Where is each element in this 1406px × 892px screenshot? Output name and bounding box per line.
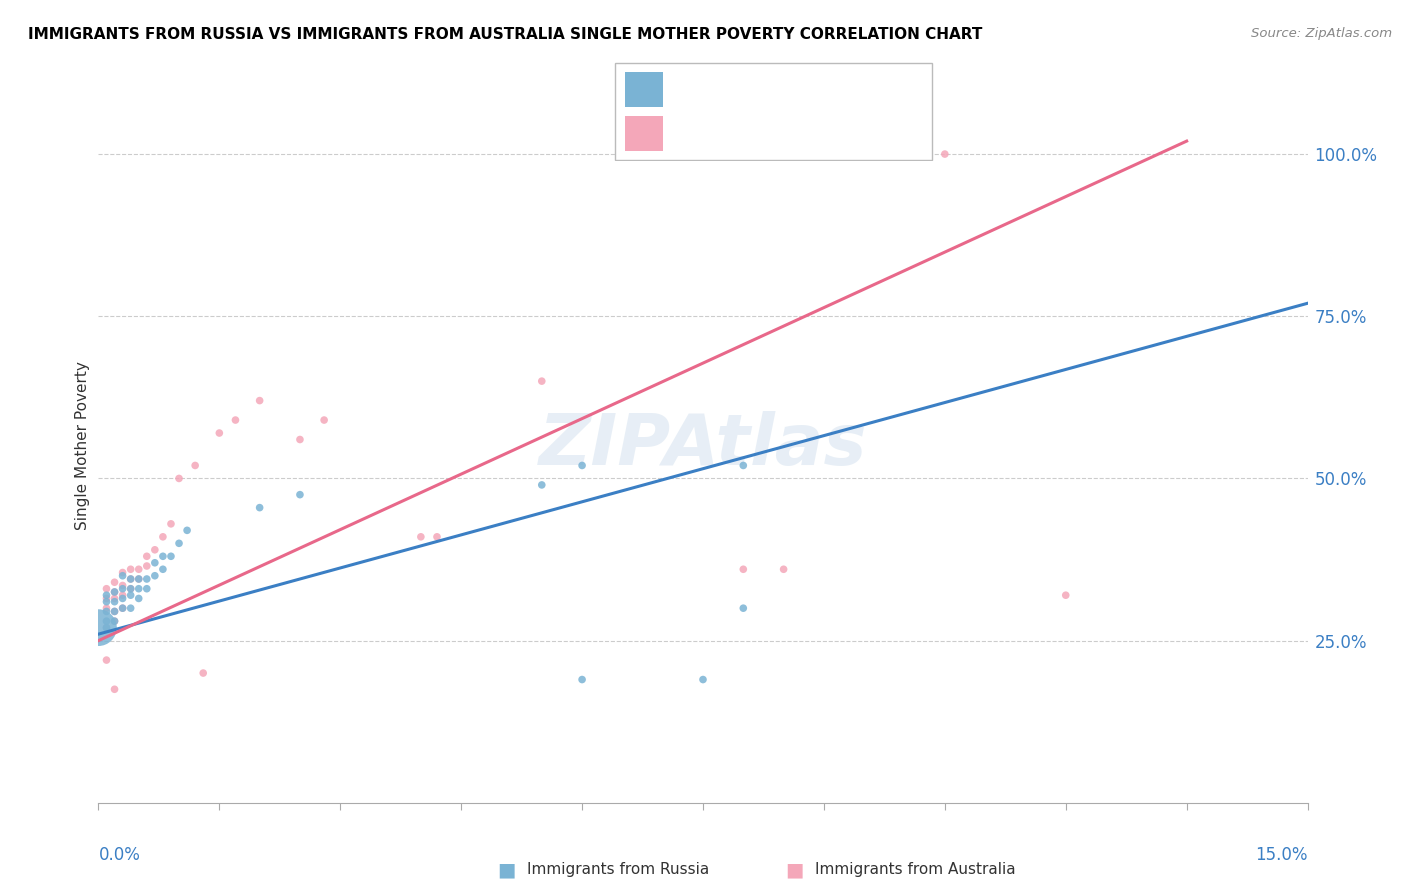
Point	[733, 562, 755, 576]
Point	[111, 601, 134, 615]
Point	[96, 601, 118, 615]
Text: IMMIGRANTS FROM RUSSIA VS IMMIGRANTS FROM AUSTRALIA SINGLE MOTHER POVERTY CORREL: IMMIGRANTS FROM RUSSIA VS IMMIGRANTS FRO…	[28, 27, 983, 42]
Point	[571, 673, 593, 687]
Point	[288, 488, 311, 502]
Point	[96, 604, 118, 618]
Point	[167, 471, 190, 485]
Point	[426, 530, 449, 544]
Point	[96, 588, 118, 602]
Point	[120, 588, 142, 602]
Point	[692, 673, 714, 687]
Bar	[624, 117, 664, 151]
Point	[530, 374, 553, 388]
Point	[96, 653, 118, 667]
Point	[143, 568, 166, 582]
Point	[160, 516, 183, 531]
Point	[103, 614, 125, 628]
Point	[571, 458, 593, 473]
Point	[135, 582, 157, 596]
Point	[96, 582, 118, 596]
Point	[143, 542, 166, 557]
Point	[193, 666, 215, 681]
Point	[893, 147, 915, 161]
Point	[103, 595, 125, 609]
Point	[111, 568, 134, 582]
Point	[152, 549, 174, 564]
Point	[160, 549, 183, 564]
Text: R = 0.459   N = 37: R = 0.459 N = 37	[676, 82, 821, 97]
Point	[1054, 588, 1077, 602]
Point	[152, 562, 174, 576]
Y-axis label: Single Mother Poverty: Single Mother Poverty	[75, 361, 90, 531]
Text: 0.0%: 0.0%	[98, 846, 141, 863]
Point	[224, 413, 246, 427]
Point	[733, 458, 755, 473]
Point	[96, 621, 118, 635]
Text: ■: ■	[496, 860, 516, 880]
Point	[135, 549, 157, 564]
Point	[111, 601, 134, 615]
Point	[111, 588, 134, 602]
Point	[934, 147, 956, 161]
Point	[120, 572, 142, 586]
Point	[96, 621, 118, 635]
Text: ■: ■	[785, 860, 804, 880]
Point	[103, 585, 125, 599]
Point	[176, 524, 198, 538]
Point	[96, 591, 118, 606]
Text: ZIPAtlas: ZIPAtlas	[538, 411, 868, 481]
Point	[120, 582, 142, 596]
Point	[111, 591, 134, 606]
Point	[143, 556, 166, 570]
Point	[314, 413, 336, 427]
Point	[103, 575, 125, 590]
Text: Immigrants from Russia: Immigrants from Russia	[527, 863, 710, 877]
Point	[120, 601, 142, 615]
Point	[120, 582, 142, 596]
Point	[120, 572, 142, 586]
Text: Immigrants from Australia: Immigrants from Australia	[815, 863, 1017, 877]
Point	[135, 559, 157, 574]
Point	[111, 582, 134, 596]
Point	[152, 530, 174, 544]
Point	[530, 478, 553, 492]
Point	[409, 530, 432, 544]
Point	[167, 536, 190, 550]
Point	[111, 566, 134, 580]
Point	[103, 604, 125, 618]
Point	[103, 585, 125, 599]
Point	[96, 614, 118, 628]
Point	[733, 601, 755, 615]
Point	[288, 433, 311, 447]
Bar	[624, 72, 664, 107]
Point	[128, 572, 150, 586]
Point	[135, 572, 157, 586]
Text: Source: ZipAtlas.com: Source: ZipAtlas.com	[1251, 27, 1392, 40]
Text: R = 0.735   N = 41: R = 0.735 N = 41	[676, 126, 821, 141]
Point	[249, 393, 271, 408]
Point	[249, 500, 271, 515]
Point	[87, 621, 110, 635]
Point	[208, 425, 231, 440]
Point	[103, 614, 125, 628]
FancyBboxPatch shape	[614, 63, 932, 160]
Point	[103, 604, 125, 618]
Point	[103, 682, 125, 697]
Point	[184, 458, 207, 473]
Point	[128, 591, 150, 606]
Point	[772, 562, 794, 576]
Text: 15.0%: 15.0%	[1256, 846, 1308, 863]
Point	[111, 578, 134, 592]
Point	[128, 582, 150, 596]
Point	[96, 595, 118, 609]
Point	[103, 591, 125, 606]
Point	[120, 562, 142, 576]
Point	[128, 572, 150, 586]
Point	[128, 562, 150, 576]
